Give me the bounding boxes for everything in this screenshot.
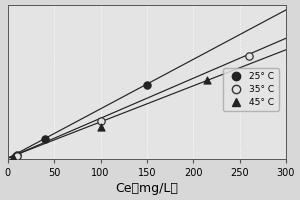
Point (145, 83, 149, 86)
X-axis label: Ce（mg/L）: Ce（mg/L） (116, 182, 178, 195)
Point (43, 137, 47, 140)
Point (15, 154, 20, 158)
Legend: 25° C, 35° C, 45° C: 25° C, 35° C, 45° C (223, 68, 279, 111)
Point (10, 155, 15, 158)
Point (247, 54, 251, 57)
Point (15, 154, 20, 157)
Point (98, 125, 103, 129)
Point (205, 79, 210, 82)
Point (98, 120, 103, 123)
